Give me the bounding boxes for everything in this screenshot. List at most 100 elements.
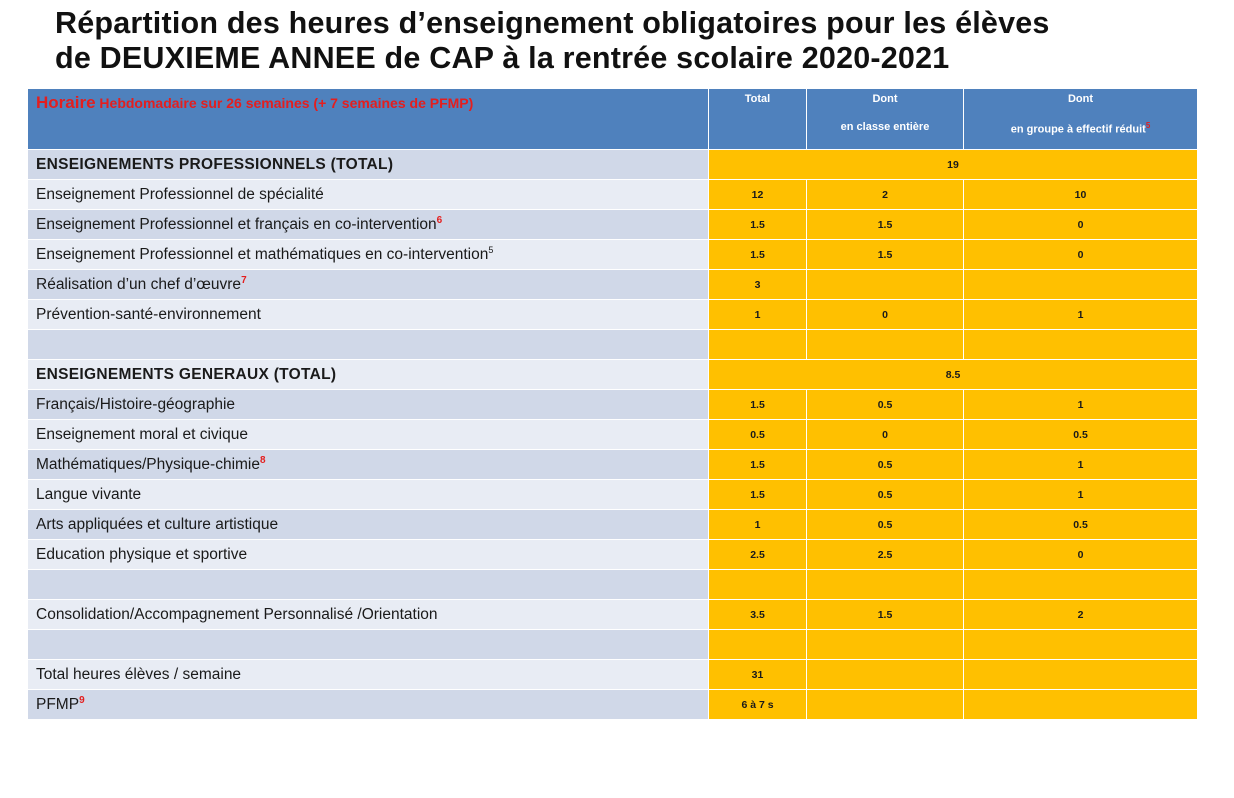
table-row: Enseignement moral et civique 0.5 0 0.5 [27,419,1198,450]
classe-cell [806,569,964,600]
groupe-cell: 0 [963,209,1198,240]
table-row [27,629,1198,660]
total-cell: 1.5 [708,449,807,480]
horaire-header: Horaire Hebdomadaire sur 26 semaines (+ … [27,88,709,150]
table-row: Mathématiques/Physique-chimie8 1.5 0.5 1 [27,449,1198,480]
total-cell: 1.5 [708,479,807,510]
groupe-cell: 1 [963,479,1198,510]
groupe-cell: 1 [963,299,1198,330]
groupe-cell: 0 [963,539,1198,570]
classe-cell [806,689,964,720]
total-cell: 1.5 [708,209,807,240]
classe-cell [806,329,964,360]
classe-cell: 0.5 [806,449,964,480]
groupe-cell: 0.5 [963,419,1198,450]
table-row: Total heures élèves / semaine 31 [27,659,1198,690]
horaire-word: Horaire [36,93,96,112]
classe-cell: 2 [806,179,964,210]
classe-cell: 1.5 [806,209,964,240]
groupe-cell: 0 [963,239,1198,270]
classe-cell [806,659,964,690]
table-row: ENSEIGNEMENTS GENERAUX (TOTAL) 8.5 [27,359,1198,390]
groupe-cell: 1 [963,449,1198,480]
table-header-row: Horaire Hebdomadaire sur 26 semaines (+ … [27,88,1198,150]
classe-cell: 0 [806,419,964,450]
total-header: Total [708,88,807,150]
horaire-rest: Hebdomadaire sur 26 semaines (+ 7 semain… [95,95,474,111]
classe-entiere-header: Dont en classe entière [806,88,964,150]
total-cell: 2.5 [708,539,807,570]
table-row: Enseignement Professionnel de spécialité… [27,179,1198,210]
section-total: 19 [708,149,1198,180]
table-row [27,569,1198,600]
table-row: PFMP9 6 à 7 s [27,689,1198,720]
total-cell: 1.5 [708,239,807,270]
groupe-cell [963,689,1198,720]
classe-cell: 1.5 [806,599,964,630]
classe-cell: 2.5 [806,539,964,570]
table-row: Réalisation d’un chef d’œuvre7 3 [27,269,1198,300]
row-label: Réalisation d’un chef d’œuvre7 [27,269,709,300]
row-label: Arts appliquées et culture artistique [27,509,709,540]
groupe-cell [963,629,1198,660]
groupe-cell: 10 [963,179,1198,210]
table-row: Français/Histoire-géographie 1.5 0.5 1 [27,389,1198,420]
classe-cell [806,269,964,300]
row-label [27,329,709,360]
row-label: Consolidation/Accompagnement Personnalis… [27,599,709,630]
row-label: Prévention-santé-environnement [27,299,709,330]
groupe-reduit-header: Dont en groupe à effectif réduit5 [963,88,1198,150]
table-row: ENSEIGNEMENTS PROFESSIONNELS (TOTAL) 19 [27,149,1198,180]
total-cell: 1 [708,509,807,540]
groupe-cell: 0.5 [963,509,1198,540]
row-label [27,569,709,600]
table-row: Prévention-santé-environnement 1 0 1 [27,299,1198,330]
row-label: Enseignement moral et civique [27,419,709,450]
title-line-2: de DEUXIEME ANNEE de CAP à la rentrée sc… [55,41,950,75]
total-cell: 3.5 [708,599,807,630]
groupe-cell: 2 [963,599,1198,630]
groupe-cell [963,659,1198,690]
total-cell [708,569,807,600]
table-row: Arts appliquées et culture artistique 1 … [27,509,1198,540]
classe-cell: 0.5 [806,389,964,420]
footnote-marker: 5 [1145,121,1151,130]
table-row: Langue vivante 1.5 0.5 1 [27,479,1198,510]
classe-cell: 0 [806,299,964,330]
row-label: Total heures élèves / semaine [27,659,709,690]
section-total: 8.5 [708,359,1198,390]
row-label: Enseignement Professionnel et mathématiq… [27,239,709,270]
title-line-1: Répartition des heures d’enseignement ob… [55,6,1050,40]
row-label: Enseignement Professionnel de spécialité [27,179,709,210]
classe-cell [806,629,964,660]
section-label: ENSEIGNEMENTS GENERAUX (TOTAL) [27,359,709,390]
total-cell: 1 [708,299,807,330]
row-label [27,629,709,660]
table-row: Consolidation/Accompagnement Personnalis… [27,599,1198,630]
table-row: Enseignement Professionnel et français e… [27,209,1198,240]
total-cell: 0.5 [708,419,807,450]
page-title: Répartition des heures d’enseignement ob… [55,6,1230,76]
table-row [27,329,1198,360]
groupe-cell [963,329,1198,360]
total-cell: 3 [708,269,807,300]
row-label: Mathématiques/Physique-chimie8 [27,449,709,480]
total-cell: 6 à 7 s [708,689,807,720]
row-label: PFMP9 [27,689,709,720]
groupe-cell [963,269,1198,300]
classe-cell: 0.5 [806,509,964,540]
classe-cell: 0.5 [806,479,964,510]
row-label: Education physique et sportive [27,539,709,570]
total-cell [708,329,807,360]
row-label: Langue vivante [27,479,709,510]
total-cell [708,629,807,660]
row-label: Français/Histoire-géographie [27,389,709,420]
table-row: Enseignement Professionnel et mathématiq… [27,239,1198,270]
section-label: ENSEIGNEMENTS PROFESSIONNELS (TOTAL) [27,149,709,180]
classe-cell: 1.5 [806,239,964,270]
groupe-cell [963,569,1198,600]
hours-table: Horaire Hebdomadaire sur 26 semaines (+ … [27,88,1198,720]
table-row: Education physique et sportive 2.5 2.5 0 [27,539,1198,570]
total-cell: 31 [708,659,807,690]
total-cell: 12 [708,179,807,210]
